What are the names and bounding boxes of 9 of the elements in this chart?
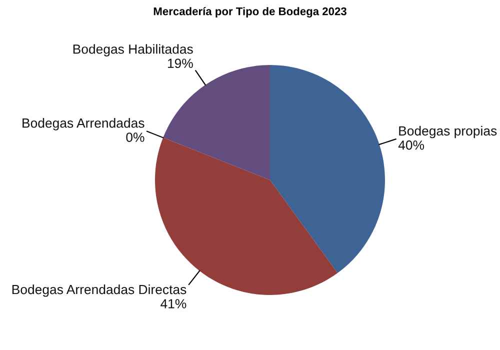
text: 0% <box>126 132 144 142</box>
data-label: 19% <box>168 58 193 68</box>
category-label: Bodegas Arrendadas <box>22 118 144 130</box>
chart-title: Mercadería por Tipo de Bodega 2023 <box>154 7 346 18</box>
slice-label: Bodegas Arrendadas Directas <box>12 284 186 297</box>
slice-label: Bodegas propias <box>399 126 497 138</box>
data-label: 40% <box>398 140 424 150</box>
slice-label: Bodegas Habilitadas <box>73 44 193 56</box>
data-label: 41% <box>160 299 186 308</box>
